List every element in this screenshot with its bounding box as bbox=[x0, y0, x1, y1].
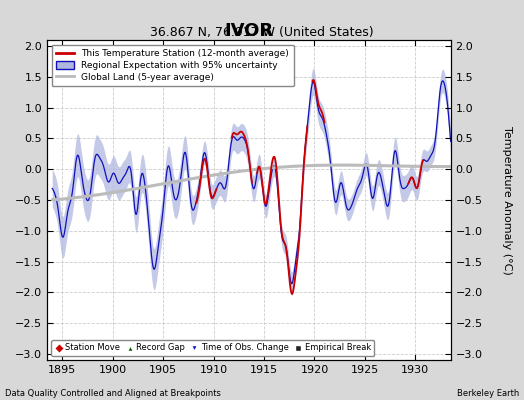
Title: IVOR: IVOR bbox=[224, 22, 274, 40]
Text: Berkeley Earth: Berkeley Earth bbox=[456, 389, 519, 398]
Legend: Station Move, Record Gap, Time of Obs. Change, Empirical Break: Station Move, Record Gap, Time of Obs. C… bbox=[51, 340, 374, 356]
Text: 36.867 N, 76.917 W (United States): 36.867 N, 76.917 W (United States) bbox=[150, 26, 374, 39]
Text: Data Quality Controlled and Aligned at Breakpoints: Data Quality Controlled and Aligned at B… bbox=[5, 389, 221, 398]
Y-axis label: Temperature Anomaly (°C): Temperature Anomaly (°C) bbox=[502, 126, 512, 274]
